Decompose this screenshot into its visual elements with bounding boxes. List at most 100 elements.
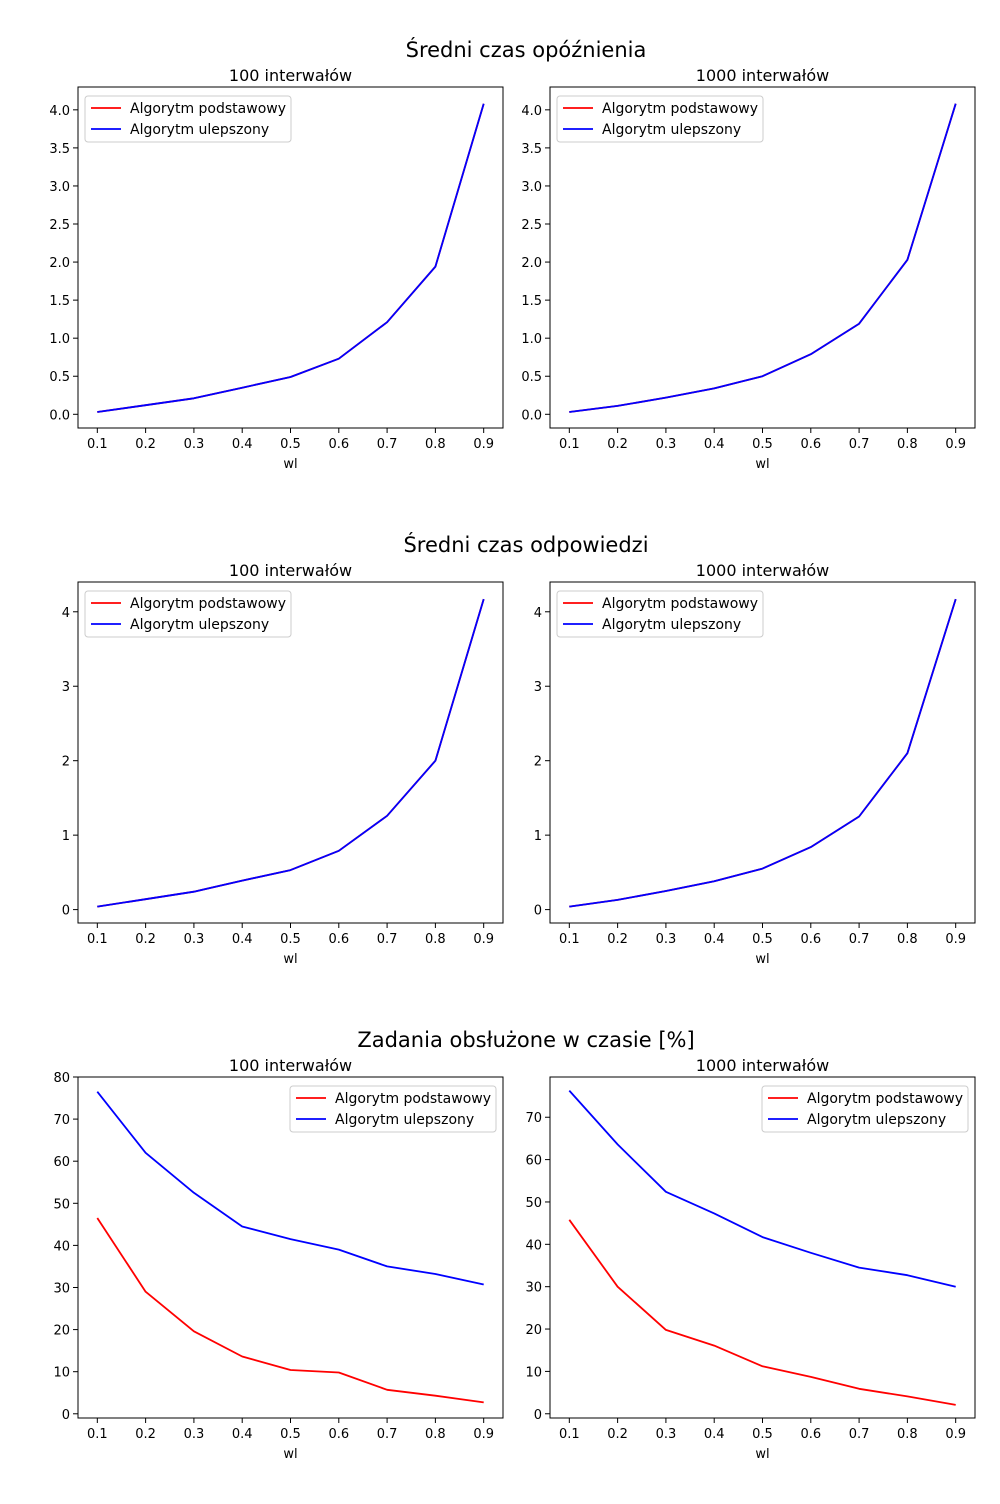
subplot-title: 1000 interwałów [696, 561, 829, 580]
y-tick-label: 1 [62, 829, 70, 844]
y-tick-label: 0 [62, 904, 70, 919]
series-line-basic [96, 1217, 484, 1404]
x-tick-label: 0.6 [328, 437, 349, 452]
series-line-improved [96, 1091, 484, 1286]
x-tick-label: 0.8 [897, 1427, 918, 1442]
y-tick-label: 1.5 [49, 294, 70, 309]
subplot-title: 100 interwałów [229, 1056, 352, 1075]
y-tick-label: 3.0 [49, 180, 70, 195]
row-title-served: Zadania obsłużone w czasie [%] [357, 1028, 694, 1052]
x-tick-label: 0.8 [425, 932, 446, 947]
y-tick-label: 40 [525, 1238, 542, 1253]
x-tick-label: 0.1 [559, 1427, 580, 1442]
x-tick-label: 0.9 [945, 932, 966, 947]
series-line-improved [569, 598, 957, 908]
x-tick-label: 0.6 [328, 1427, 349, 1442]
y-tick-label: 0.5 [521, 370, 542, 385]
x-tick-label: 0.7 [849, 932, 870, 947]
subplot-6: 1000 interwałów 0.1 0.2 0.3 0.4 0.5 0.6 0.7 0.8 0… [525, 1056, 976, 1462]
x-tick-label: 0.1 [87, 437, 108, 452]
series-line-improved [97, 103, 485, 413]
legend: Algorytm podstawowy Algorytm ulepszony [289, 1085, 497, 1133]
x-tick-label: 0.5 [752, 437, 773, 452]
x-tick-label: 0.1 [559, 437, 580, 452]
y-tick-label: 1.0 [521, 332, 542, 347]
x-tick-label: 0.8 [425, 437, 446, 452]
series-line-basic [568, 1219, 956, 1406]
x-tick-label: 0.3 [184, 932, 205, 947]
x-tick-label: 0.8 [897, 932, 918, 947]
subplot-5: 100 interwałów 0.1 0.2 0.3 0.4 0.5 0.6 0.7 0.8 0.… [53, 1056, 504, 1462]
y-tick-label: 60 [525, 1154, 542, 1169]
x-axis-label: wl [283, 952, 297, 967]
x-tick-label: 0.3 [656, 437, 677, 452]
y-tick-label: 3.5 [49, 142, 70, 157]
y-tick-label: 0 [534, 904, 542, 919]
x-tick-label: 0.5 [280, 437, 301, 452]
y-tick-label: 4 [62, 606, 70, 621]
subplot-title: 1000 interwałów [696, 66, 829, 85]
y-tick-label: 2 [534, 755, 542, 770]
x-tick-label: 0.3 [656, 1427, 677, 1442]
x-tick-label: 0.2 [607, 437, 628, 452]
row-title-delay: Średni czas opóźnienia [406, 37, 647, 62]
subplot-title: 1000 interwałów [696, 1056, 829, 1075]
x-tick-label: 0.4 [232, 932, 253, 947]
y-tick-label: 30 [53, 1281, 70, 1296]
x-tick-label: 0.8 [897, 437, 918, 452]
x-tick-label: 0.4 [704, 437, 725, 452]
x-tick-label: 0.6 [328, 932, 349, 947]
legend-label: Algorytm podstawowy [602, 596, 758, 612]
y-tick-label: 20 [525, 1323, 542, 1338]
y-tick-label: 0.0 [49, 408, 70, 423]
x-tick-label: 0.1 [87, 1427, 108, 1442]
series-line-improved [97, 598, 485, 908]
subplot-4: 1000 interwałów 0.1 0.2 0.3 0.4 0.5 0.6 0.7 0.8 0… [534, 561, 976, 967]
y-tick-label: 60 [53, 1155, 70, 1170]
legend-label: Algorytm podstawowy [602, 101, 758, 117]
x-tick-label: 0.9 [945, 1427, 966, 1442]
x-tick-label: 0.7 [377, 932, 398, 947]
subplot-title: 100 interwałów [229, 561, 352, 580]
legend: Algorytm podstawowy Algorytm ulepszony [556, 95, 764, 143]
y-tick-label: 70 [525, 1111, 542, 1126]
x-axis-label: wl [755, 1447, 769, 1462]
x-tick-label: 0.5 [280, 932, 301, 947]
x-tick-label: 0.9 [473, 932, 494, 947]
legend-box [84, 95, 292, 143]
x-tick-label: 0.9 [473, 437, 494, 452]
y-tick-label: 10 [525, 1365, 542, 1380]
x-tick-label: 0.2 [135, 932, 156, 947]
x-tick-label: 0.2 [607, 1427, 628, 1442]
x-tick-label: 0.4 [704, 1427, 725, 1442]
x-tick-label: 0.8 [425, 1427, 446, 1442]
subplot-2: 1000 interwałów 0.1 0.2 0.3 0.4 0.5 0.6 0.7 0.8 0… [521, 66, 976, 472]
x-tick-label: 0.6 [800, 437, 821, 452]
y-tick-label: 0.5 [49, 370, 70, 385]
y-tick-label: 2 [62, 755, 70, 770]
x-tick-label: 0.4 [232, 1427, 253, 1442]
y-tick-label: 50 [525, 1196, 542, 1211]
subplot-1: 100 interwałów 0.1 0.2 0.3 0.4 0.5 0.6 0.7 0.8 0.… [49, 66, 504, 472]
y-tick-label: 0 [534, 1408, 542, 1423]
legend-label: Algorytm ulepszony [130, 122, 269, 138]
y-tick-label: 4.0 [521, 104, 542, 119]
legend-box [289, 1085, 497, 1133]
y-tick-label: 40 [53, 1239, 70, 1254]
x-tick-label: 0.3 [184, 437, 205, 452]
y-tick-label: 30 [525, 1281, 542, 1296]
x-tick-label: 0.9 [945, 437, 966, 452]
legend-label: Algorytm ulepszony [335, 1112, 474, 1128]
legend-label: Algorytm ulepszony [130, 617, 269, 633]
y-tick-label: 1 [534, 829, 542, 844]
y-tick-label: 3 [534, 680, 542, 695]
legend-box [556, 95, 764, 143]
x-tick-label: 0.5 [752, 1427, 773, 1442]
y-tick-label: 80 [53, 1071, 70, 1086]
x-tick-label: 0.3 [184, 1427, 205, 1442]
x-tick-label: 0.5 [752, 932, 773, 947]
legend-box [84, 590, 292, 638]
x-tick-label: 0.2 [135, 437, 156, 452]
x-tick-label: 0.1 [87, 932, 108, 947]
